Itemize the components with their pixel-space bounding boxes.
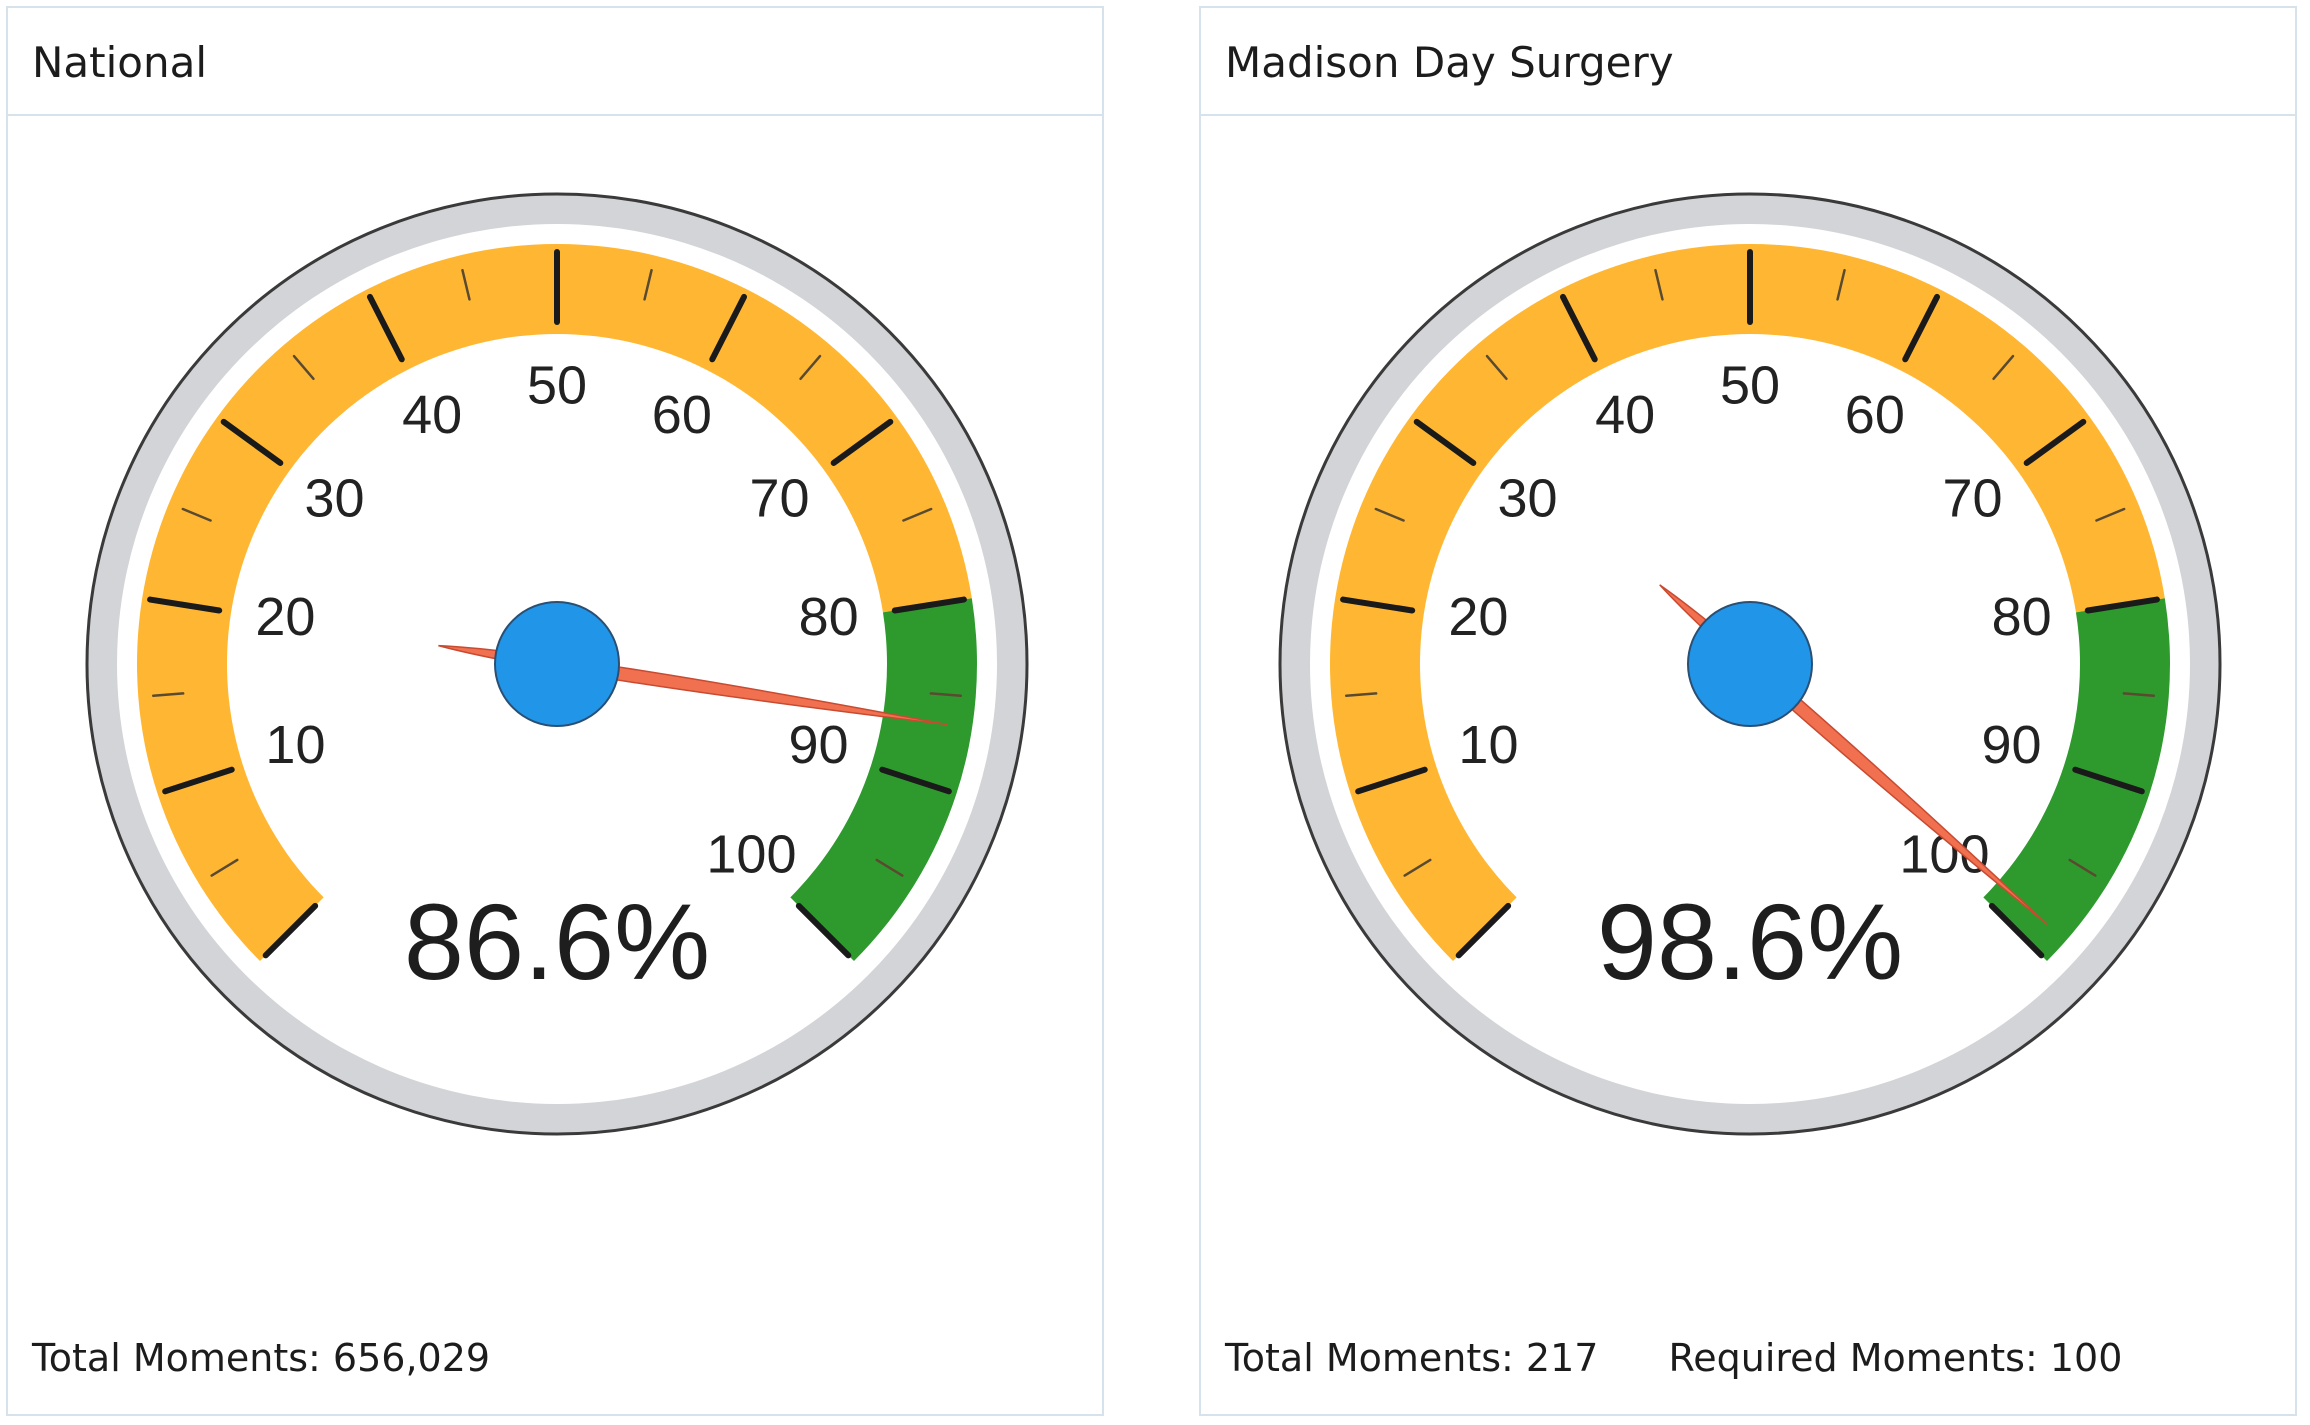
major-tick — [830, 418, 894, 466]
minor-tick — [1485, 354, 1508, 381]
gauge-band-1 — [790, 598, 977, 961]
minor-tick — [643, 268, 653, 301]
tick-label: 70 — [1942, 469, 2002, 529]
gauge-hub — [494, 601, 620, 727]
tick-label: 10 — [1458, 715, 1518, 775]
minor-tick — [799, 354, 822, 381]
gauge-hub — [1687, 601, 1813, 727]
minor-tick — [2122, 692, 2156, 698]
panel-header: Madison Day Surgery — [1201, 8, 2295, 116]
gauge-band-0 — [1330, 244, 2165, 961]
major-tick — [262, 902, 319, 959]
major-tick — [795, 902, 852, 959]
tick-label: 80 — [799, 587, 859, 647]
minor-tick — [902, 507, 933, 522]
tick-label: 40 — [1595, 385, 1655, 445]
minor-tick — [1654, 268, 1664, 301]
tick-label: 100 — [706, 825, 796, 885]
gauge-chart: 10 20 30 40 50 60 70 80 90 100 86.6% — [57, 164, 1057, 1164]
panel-header: National — [8, 8, 1102, 116]
tick-label: 40 — [402, 385, 462, 445]
minor-tick — [2068, 858, 2097, 877]
tick-label: 30 — [304, 469, 364, 529]
total-moments: Total Moments: 656,029 — [32, 1336, 491, 1380]
minor-tick — [929, 692, 963, 698]
tick-label: 10 — [265, 715, 325, 775]
tick-label: 20 — [255, 587, 315, 647]
minor-tick — [1374, 507, 1405, 522]
tick-label: 50 — [1720, 355, 1780, 415]
gauge-band-1 — [1983, 598, 2170, 961]
major-tick — [1902, 293, 1941, 363]
minor-tick — [1403, 858, 1432, 877]
tick-label: 80 — [1992, 587, 2052, 647]
gauge-value-label: 98.6% — [1597, 881, 1903, 1002]
tick-label: 30 — [1497, 469, 1557, 529]
major-tick — [1455, 902, 1512, 959]
major-tick — [2072, 766, 2145, 795]
tick-label: 20 — [1448, 587, 1508, 647]
panel-footer: Total Moments: 656,029 — [32, 1336, 548, 1380]
major-tick — [1988, 902, 2045, 959]
major-tick — [709, 293, 748, 363]
minor-tick — [875, 858, 904, 877]
panel-title: National — [32, 38, 208, 87]
major-tick — [220, 418, 284, 466]
minor-tick — [1992, 354, 2015, 381]
major-tick — [147, 596, 223, 614]
major-tick — [1413, 418, 1477, 466]
tick-label: 50 — [527, 355, 587, 415]
major-tick — [879, 766, 952, 795]
minor-tick — [181, 507, 212, 522]
gauge-panel-national: National 10 20 30 40 50 60 70 80 90 100 86.6% Tota… — [6, 6, 1104, 1416]
major-tick — [1559, 293, 1598, 363]
gauge-chart: 10 20 30 40 50 60 70 80 90 100 98.6% — [1250, 164, 2250, 1164]
tick-label: 90 — [1982, 715, 2042, 775]
major-tick — [1340, 596, 1416, 614]
major-tick — [162, 766, 235, 795]
gauge-band-0 — [137, 244, 972, 961]
panel-footer: Total Moments: 217 Required Moments: 100 — [1225, 1336, 2180, 1380]
minor-tick — [2095, 507, 2126, 522]
major-tick — [2023, 418, 2087, 466]
major-tick — [891, 596, 967, 614]
tick-label: 60 — [1845, 385, 1905, 445]
major-tick — [366, 293, 405, 363]
tick-label: 70 — [749, 469, 809, 529]
gauge-panel-madison-day-surgery: Madison Day Surgery 10 20 30 40 50 60 70 80 90 10… — [1199, 6, 2297, 1416]
gauge-value-label: 86.6% — [404, 881, 710, 1002]
major-tick — [1355, 766, 1428, 795]
total-moments: Total Moments: 217 — [1225, 1336, 1599, 1380]
minor-tick — [1344, 692, 1378, 698]
minor-tick — [151, 692, 185, 698]
panel-title: Madison Day Surgery — [1225, 38, 1674, 87]
minor-tick — [461, 268, 471, 301]
major-tick — [2084, 596, 2160, 614]
tick-label: 60 — [652, 385, 712, 445]
minor-tick — [1836, 268, 1846, 301]
tick-label: 90 — [789, 715, 849, 775]
required-moments: Required Moments: 100 — [1668, 1336, 2123, 1380]
minor-tick — [210, 858, 239, 877]
minor-tick — [292, 354, 315, 381]
